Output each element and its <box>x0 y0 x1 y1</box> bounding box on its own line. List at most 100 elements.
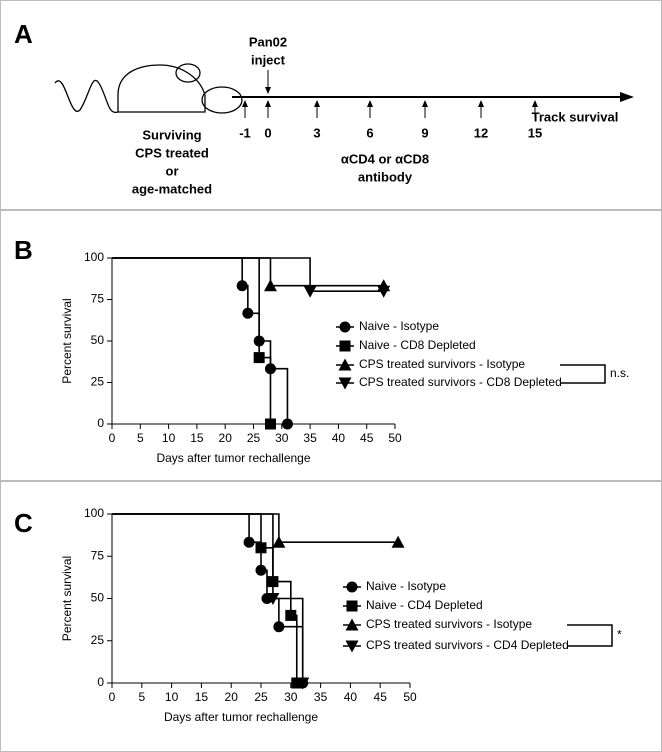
x-tick-label: 15 <box>190 431 204 445</box>
y-tick-label: 0 <box>97 675 104 689</box>
legend-marker <box>346 600 358 612</box>
y-tick-label: 25 <box>91 633 105 647</box>
marker <box>243 536 255 548</box>
timeline-arrow <box>620 92 634 102</box>
timeline-tick-label: 9 <box>421 125 428 140</box>
marker <box>272 535 286 548</box>
marker <box>253 352 265 364</box>
x-tick-label: 35 <box>314 690 328 704</box>
legend-label: Naive - Isotype <box>366 579 446 593</box>
panel-label: B <box>14 235 33 265</box>
timeline-tick-arrowhead <box>422 100 428 107</box>
marker <box>285 609 297 621</box>
legend-marker <box>339 340 351 352</box>
x-tick-label: 10 <box>165 690 179 704</box>
x-tick-label: 35 <box>303 431 317 445</box>
x-tick-label: 45 <box>374 690 388 704</box>
x-tick-label: 20 <box>225 690 239 704</box>
marker <box>236 280 248 292</box>
timeline-tick-label: 6 <box>366 125 373 140</box>
y-tick-label: 100 <box>84 506 104 520</box>
significance-label: * <box>617 628 622 642</box>
timeline-tick-label: 3 <box>313 125 320 140</box>
y-tick-label: 50 <box>91 333 105 347</box>
marker <box>303 285 317 298</box>
mouse-label: or <box>166 163 179 178</box>
marker <box>264 418 276 430</box>
panel-label: C <box>14 508 33 538</box>
x-tick-label: 10 <box>162 431 176 445</box>
x-tick-label: 0 <box>109 431 116 445</box>
x-axis-title: Days after tumor rechallenge <box>164 710 318 724</box>
legend-label: CPS treated survivors - CD4 Depleted <box>366 638 569 652</box>
significance-bracket <box>560 364 606 384</box>
y-tick-label: 100 <box>84 250 104 264</box>
y-tick-label: 75 <box>91 292 105 306</box>
timeline-tick-arrowhead <box>367 100 373 107</box>
marker <box>266 593 280 605</box>
significance-bracket <box>567 624 613 647</box>
marker <box>291 677 303 689</box>
x-tick-label: 25 <box>247 431 261 445</box>
legend-marker <box>345 618 359 631</box>
legend-marker <box>338 377 352 390</box>
legend-label: CPS treated survivors - Isotype <box>359 357 525 371</box>
panel-c-frame <box>0 481 662 752</box>
marker <box>391 535 405 548</box>
survival-line <box>112 257 384 292</box>
x-axis-title: Days after tumor rechallenge <box>156 451 310 465</box>
x-tick-label: 45 <box>360 431 374 445</box>
timeline-tick-label: 0 <box>264 125 271 140</box>
marker <box>281 418 293 430</box>
timeline-tick-label: 12 <box>474 125 488 140</box>
panel-label: A <box>14 19 33 49</box>
timeline-tick-label: -1 <box>239 125 251 140</box>
x-tick-label: 40 <box>344 690 358 704</box>
marker <box>255 542 267 554</box>
survival-line <box>112 513 399 544</box>
marker <box>296 677 310 690</box>
mouse-icon <box>54 63 243 114</box>
survival-line <box>112 257 384 287</box>
marker <box>273 621 285 633</box>
x-tick-label: 30 <box>284 690 298 704</box>
x-tick-label: 20 <box>219 431 233 445</box>
panel-a-frame <box>0 0 662 210</box>
y-tick-label: 0 <box>97 416 104 430</box>
timeline-tick-label: 15 <box>528 125 542 140</box>
y-tick-label: 50 <box>91 591 105 605</box>
legend-marker <box>338 358 352 371</box>
y-axis-title: Percent survival <box>60 298 74 383</box>
x-tick-label: 40 <box>332 431 346 445</box>
mouse-label: Surviving <box>142 127 201 142</box>
inject-label: inject <box>251 52 286 67</box>
legend-label: CPS treated survivors - Isotype <box>366 617 532 631</box>
y-tick-label: 75 <box>91 548 105 562</box>
antibody-label: antibody <box>358 169 413 184</box>
y-axis-title: Percent survival <box>60 556 74 641</box>
legend-label: CPS treated survivors - CD8 Depleted <box>359 375 562 389</box>
legend-marker <box>346 581 358 593</box>
inject-arrowhead <box>265 87 271 94</box>
x-tick-label: 5 <box>138 690 145 704</box>
marker <box>263 279 277 292</box>
marker <box>377 285 391 298</box>
x-tick-label: 25 <box>254 690 268 704</box>
inject-label: Pan02 <box>249 34 287 49</box>
x-tick-label: 0 <box>109 690 116 704</box>
legend-marker <box>339 321 351 333</box>
timeline-tick-arrowhead <box>265 100 271 107</box>
x-tick-label: 5 <box>137 431 144 445</box>
x-tick-label: 30 <box>275 431 289 445</box>
timeline-tick-arrowhead <box>532 100 538 107</box>
timeline-tick-arrowhead <box>478 100 484 107</box>
track-label: Track survival <box>532 109 619 124</box>
y-tick-label: 25 <box>91 375 105 389</box>
marker <box>242 307 254 319</box>
antibody-label: αCD4 or αCD8 <box>341 151 429 166</box>
legend-marker <box>345 640 359 653</box>
legend-label: Naive - CD8 Depleted <box>359 338 476 352</box>
x-tick-label: 50 <box>388 431 402 445</box>
significance-label: n.s. <box>610 366 629 380</box>
